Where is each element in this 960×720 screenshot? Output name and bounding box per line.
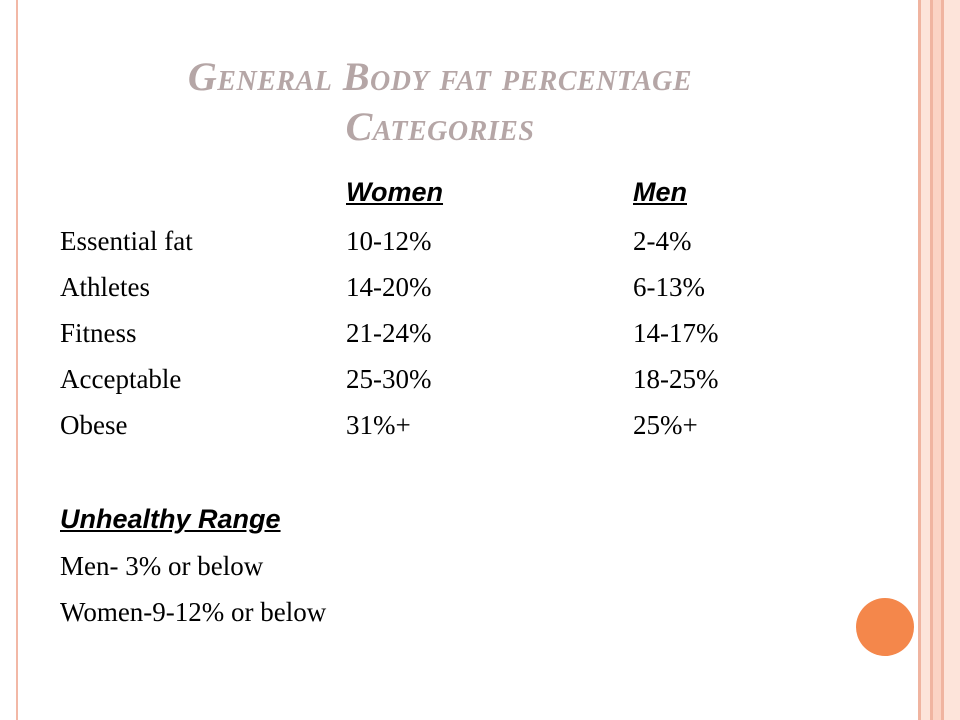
unhealthy-women-line: Women-9-12% or below xyxy=(60,597,327,627)
row-women-value: 31%+ xyxy=(346,410,411,440)
column-header-women: Women xyxy=(346,177,444,207)
stripe xyxy=(933,0,941,720)
stripe xyxy=(941,0,944,720)
row-women-value: 10-12% xyxy=(346,226,432,256)
left-border-line xyxy=(16,0,18,720)
row-men-value: 2-4% xyxy=(633,226,692,256)
row-women-value: 25-30% xyxy=(346,364,432,394)
slide-title: General Body fat percentage Categories xyxy=(60,52,820,152)
title-line-2: Categories xyxy=(345,104,535,149)
row-women-value: 14-20% xyxy=(346,272,432,302)
orange-circle-icon xyxy=(856,598,914,656)
row-category: Essential fat xyxy=(60,226,193,256)
stripe xyxy=(918,0,921,720)
stripe xyxy=(930,0,933,720)
unhealthy-range-heading: Unhealthy Range xyxy=(60,504,281,534)
row-men-value: 14-17% xyxy=(633,318,719,348)
row-category: Obese xyxy=(60,410,128,440)
row-category: Fitness xyxy=(60,318,137,348)
right-decorative-stripes xyxy=(918,0,960,720)
row-category: Acceptable xyxy=(60,364,182,394)
title-line-1: General Body fat percentage xyxy=(187,54,693,99)
column-header-men: Men xyxy=(633,177,687,207)
row-men-value: 25%+ xyxy=(633,410,698,440)
unhealthy-men-line: Men- 3% or below xyxy=(60,551,264,581)
row-men-value: 6-13% xyxy=(633,272,705,302)
stripe xyxy=(921,0,930,720)
row-category: Athletes xyxy=(60,272,150,302)
row-men-value: 18-25% xyxy=(633,364,719,394)
row-women-value: 21-24% xyxy=(346,318,432,348)
stripe xyxy=(944,0,960,720)
